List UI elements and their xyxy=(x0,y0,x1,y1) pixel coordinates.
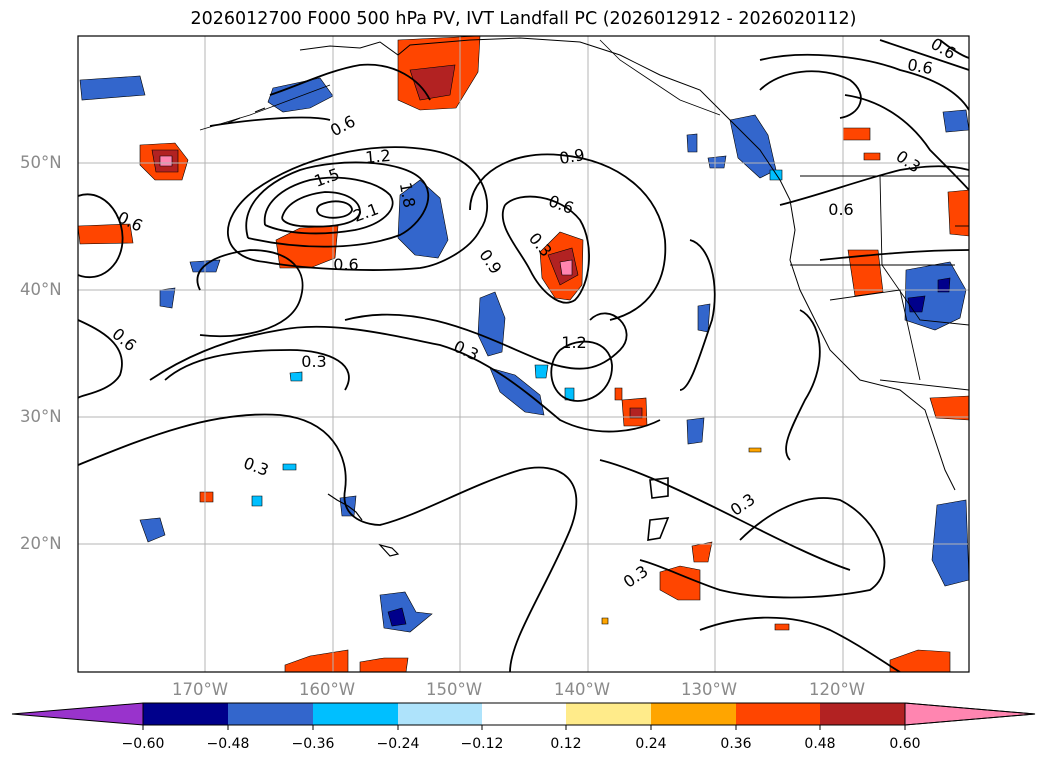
lat-label-50n: 50°N xyxy=(20,153,62,172)
lon-label-150w: 150°W xyxy=(426,680,483,699)
pv-contours xyxy=(78,39,969,672)
map-frame xyxy=(77,35,970,673)
coastlines xyxy=(199,37,956,557)
contour-label: 1.8 xyxy=(396,181,419,209)
lat-label-40n: 40°N xyxy=(20,280,62,299)
lat-label-30n: 30°N xyxy=(20,407,62,426)
contour-label: 0.6 xyxy=(906,55,934,78)
colorbar-tick-label: −0.60 xyxy=(121,736,165,752)
colorbar-segment xyxy=(651,703,736,725)
lon-label-160w: 160°W xyxy=(299,680,356,699)
colorbar-segment xyxy=(398,703,482,725)
colorbar-outline xyxy=(142,702,906,726)
map-title: 2026012700 F000 500 hPa PV, IVT Landfall… xyxy=(190,9,857,29)
lon-label-130w: 130°W xyxy=(681,680,738,699)
lon-label-120w: 120°W xyxy=(809,680,866,699)
colorbar-segment xyxy=(143,703,228,725)
lon-label-170w: 170°W xyxy=(172,680,229,699)
colorbar xyxy=(11,702,1036,730)
colorbar-lower-extend xyxy=(11,702,144,726)
colorbar-upper-extend xyxy=(904,702,1036,726)
contour-labels: 0.6 1.2 1.5 2.1 1.8 0.9 0.6 0.3 0.9 0.6 … xyxy=(108,36,959,592)
lat-label-20n: 20°N xyxy=(20,534,62,553)
map-gridlines xyxy=(78,36,969,672)
lon-label-140w: 140°W xyxy=(554,680,611,699)
map-area: 0.6 1.2 1.5 2.1 1.8 0.9 0.6 0.3 0.9 0.6 … xyxy=(78,36,969,672)
colorbar-tick-label: 0.36 xyxy=(720,736,752,752)
political-borders xyxy=(790,175,969,391)
colorbar-segment xyxy=(820,703,905,725)
colorbar-tick-label: −0.48 xyxy=(206,736,250,752)
colorbar-segment xyxy=(736,703,820,725)
contour-label: 0.3 xyxy=(301,352,326,371)
colorbar-segment xyxy=(228,703,313,725)
colorbar-tick-label: 0.60 xyxy=(889,736,921,752)
contour-label: 1.2 xyxy=(364,146,391,167)
contour-label: 0.6 xyxy=(333,255,358,274)
colorbar-tick-label: −0.24 xyxy=(376,736,420,752)
contour-label: 1.2 xyxy=(561,333,586,352)
colorbar-segment xyxy=(313,703,398,725)
colorbar-tick-label: −0.12 xyxy=(460,736,504,752)
contour-label: 0.9 xyxy=(558,145,586,168)
colorbar-segment xyxy=(482,703,566,725)
positive-anomaly-shading xyxy=(78,36,969,672)
colorbar-tick-label: 0.12 xyxy=(550,736,582,752)
negative-anomaly-shading xyxy=(79,75,969,633)
colorbar-tick-label: 0.48 xyxy=(804,736,836,752)
colorbar-tick-label: −0.36 xyxy=(291,736,335,752)
colorbar-tick-label: 0.24 xyxy=(635,736,667,752)
contour-label: 0.6 xyxy=(828,200,853,219)
colorbar-segment xyxy=(566,703,651,725)
